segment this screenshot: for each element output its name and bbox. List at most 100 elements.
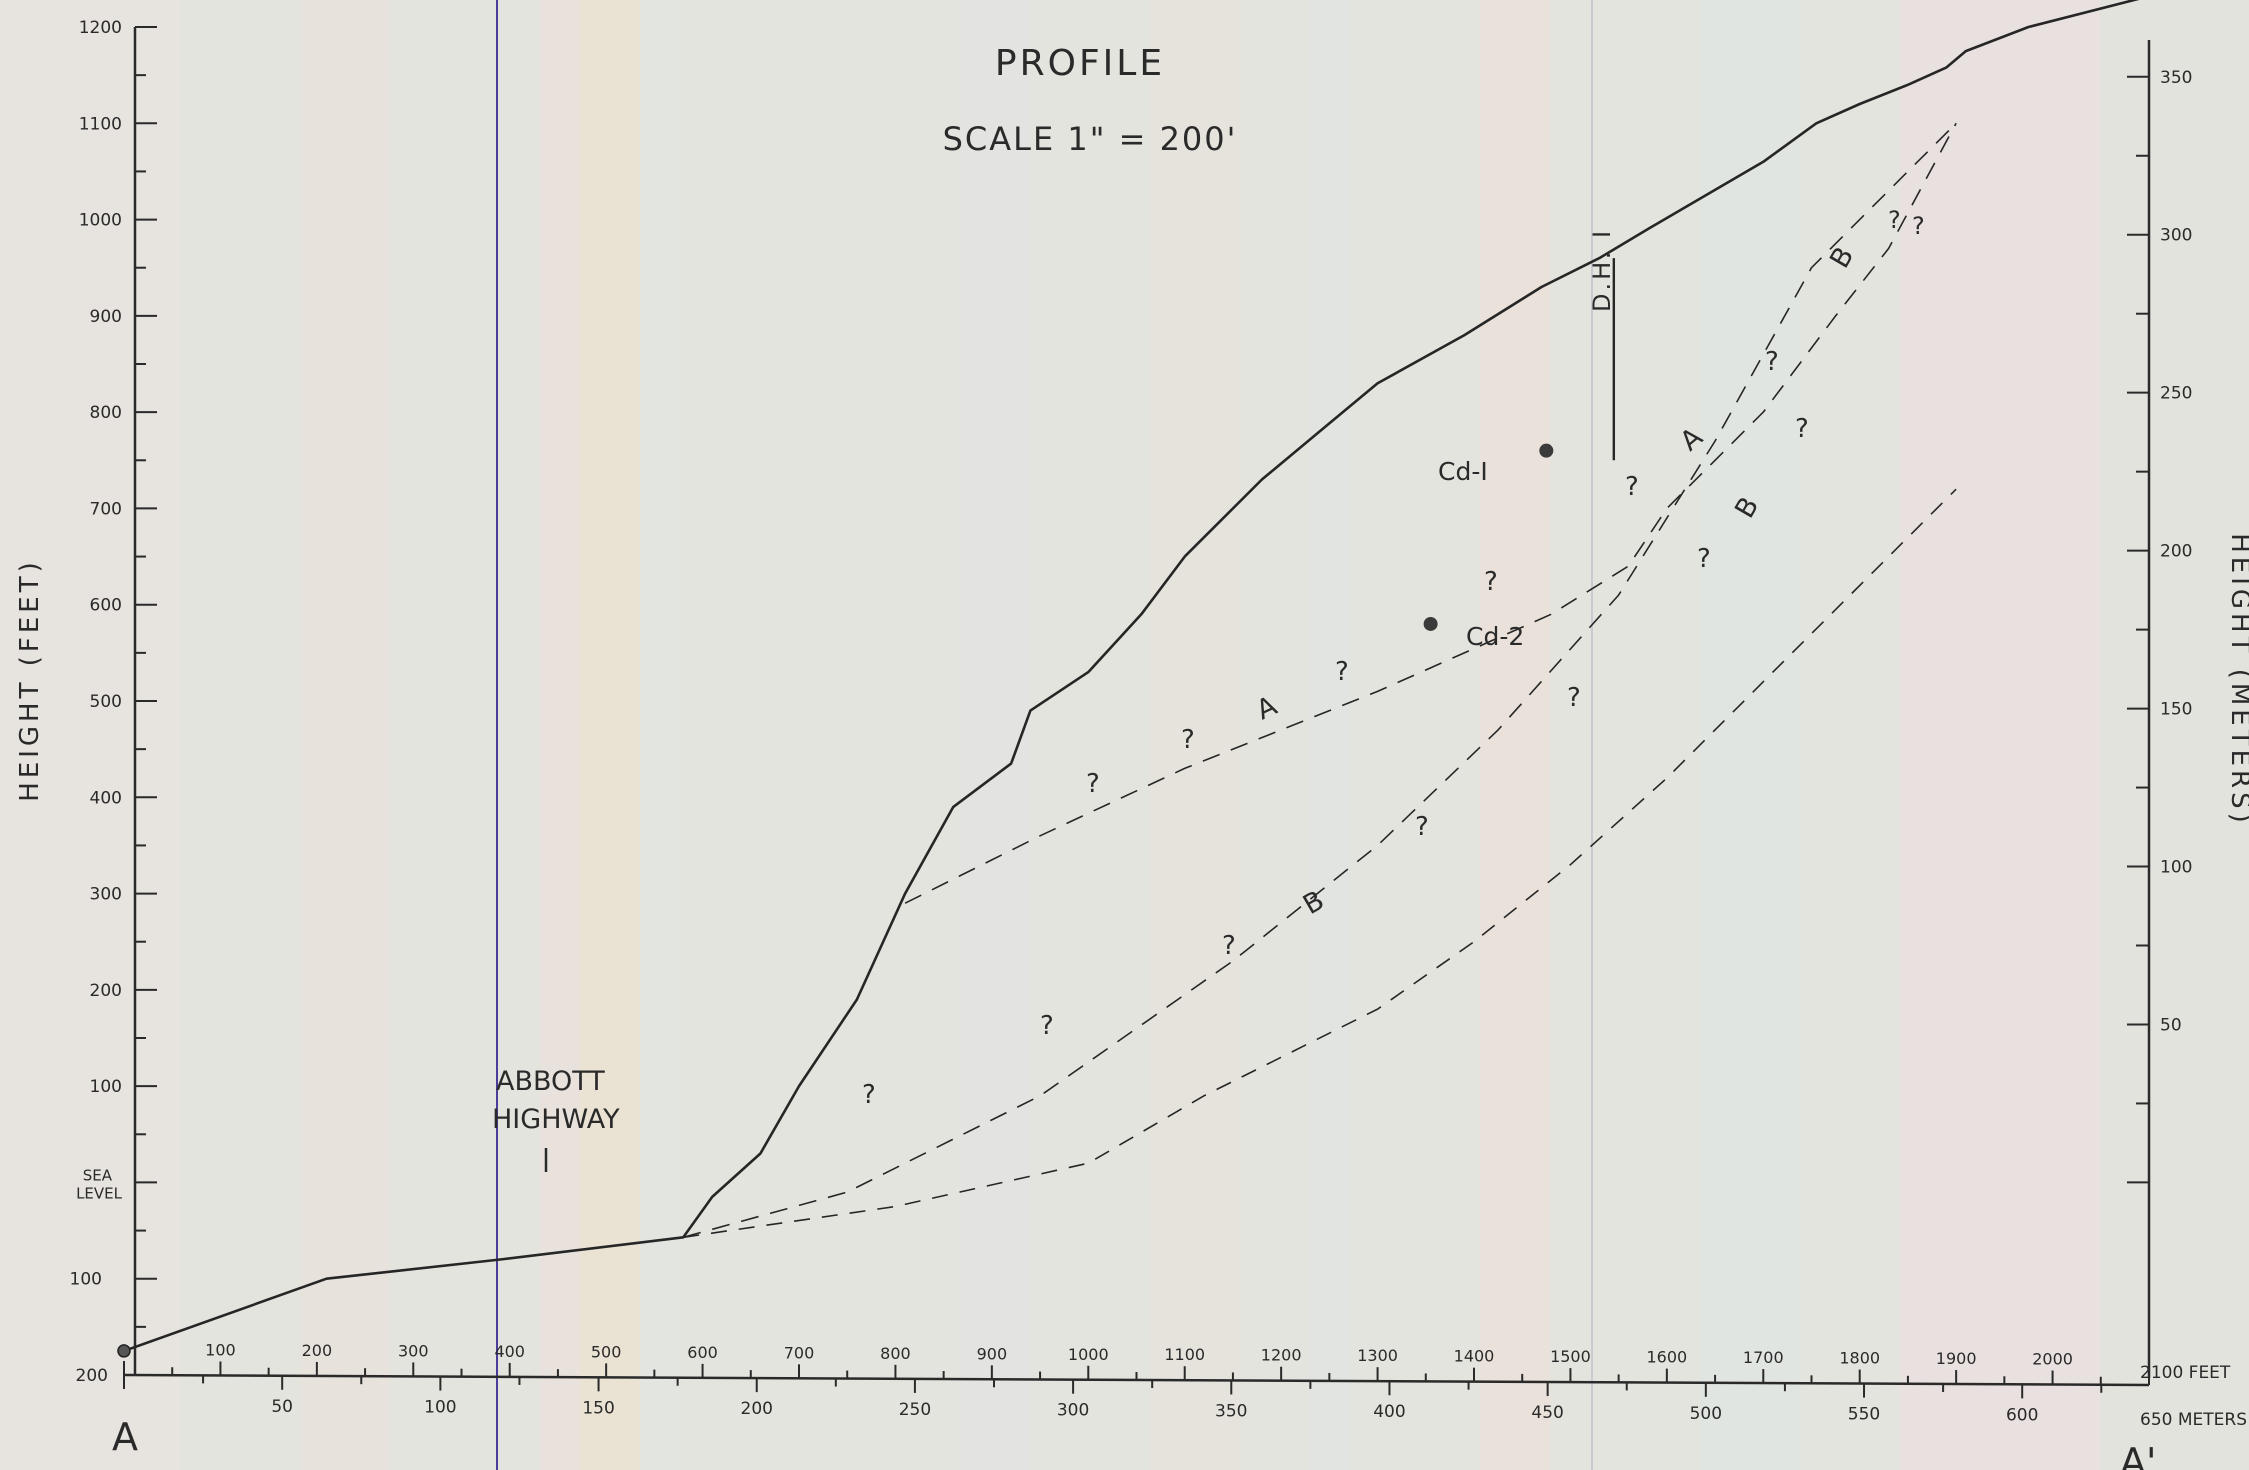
left-tick-label: 700 bbox=[90, 499, 122, 519]
left-axis: 1200 1100 1000 900 800 700 600 500 400 300 200 100 S… bbox=[15, 18, 157, 1386]
horizon-a-label-1: A bbox=[1252, 690, 1282, 726]
meter-tick-label: 300 bbox=[1057, 1401, 1089, 1421]
right-tick-label: 250 bbox=[2160, 384, 2192, 404]
left-tick-label: 1200 bbox=[79, 18, 122, 38]
left-tick-label: 200 bbox=[76, 1366, 108, 1386]
highway-label-line1: ABBOTT bbox=[496, 1066, 605, 1097]
sea-level-label: LEVEL bbox=[76, 1184, 123, 1202]
horizon-a-line bbox=[904, 122, 1957, 904]
meter-tick-label: 350 bbox=[1215, 1401, 1247, 1421]
meter-tick-label: 400 bbox=[1373, 1402, 1405, 1422]
ground-surface-line bbox=[123, 0, 2140, 1353]
feet-tick-label: 1100 bbox=[1164, 1345, 1205, 1364]
left-axis-labels: 1200 1100 1000 900 800 700 600 500 400 300 200 100 S… bbox=[70, 18, 123, 1386]
query-mark: ? bbox=[1086, 769, 1100, 799]
feet-tick-label: 400 bbox=[494, 1342, 525, 1361]
query-mark: ? bbox=[1625, 472, 1639, 502]
meter-tick-label: 450 bbox=[1531, 1403, 1563, 1423]
right-axis-labels: 40035030025020015010050 bbox=[2160, 68, 2192, 1036]
bottom-axis-ticks bbox=[123, 1361, 2150, 1399]
horizon-a-label-2: A bbox=[1675, 421, 1709, 457]
profile-start-point bbox=[117, 1344, 131, 1358]
right-tick-label: 150 bbox=[2160, 700, 2192, 720]
highway-label-line2: HIGHWAY bbox=[492, 1104, 620, 1135]
profile-lines bbox=[117, 0, 2140, 1358]
feet-tick-label: 1600 bbox=[1646, 1348, 1687, 1367]
right-tick-label: 50 bbox=[2160, 1015, 2182, 1035]
query-mark: ? bbox=[1040, 1011, 1054, 1041]
left-tick-label: 500 bbox=[90, 692, 122, 712]
left-tick-label: 1000 bbox=[79, 211, 122, 231]
feet-tick-label: 2000 bbox=[2032, 1350, 2073, 1369]
abbott-highway: ABBOTT HIGHWAY bbox=[492, 1066, 620, 1172]
scale-label: SCALE 1" = 200' bbox=[943, 120, 1238, 158]
horizon-b-label-2: B bbox=[1729, 492, 1765, 524]
right-axis-title: HEIGHT (METERS) bbox=[2225, 533, 2249, 827]
meter-tick-label: 500 bbox=[1690, 1404, 1722, 1424]
meters-end-label: 650 METERS bbox=[2140, 1410, 2247, 1430]
left-tick-label: 100 bbox=[70, 1270, 102, 1290]
left-tick-label: 400 bbox=[90, 788, 122, 808]
left-axis-title: HEIGHT (FEET) bbox=[15, 558, 45, 801]
feet-tick-label: 1400 bbox=[1454, 1347, 1495, 1366]
right-tick-label: 200 bbox=[2160, 542, 2192, 562]
feet-tick-label: 200 bbox=[302, 1341, 333, 1360]
feet-tick-label: 800 bbox=[880, 1344, 911, 1363]
sample-point-cd2 bbox=[1423, 616, 1438, 631]
feet-tick-label: 1800 bbox=[1839, 1349, 1880, 1368]
query-mark: ? bbox=[1181, 725, 1195, 755]
bottom-axis: 100 200 300 400 500 600 700 800 900 1000 1100 1200 1… bbox=[123, 1340, 2247, 1430]
profile-title: PROFILE bbox=[995, 43, 1165, 84]
meter-tick-label: 100 bbox=[424, 1398, 456, 1418]
feet-tick-label: 600 bbox=[687, 1343, 718, 1362]
meter-tick-label: 250 bbox=[899, 1400, 931, 1420]
query-mark: ? bbox=[1765, 347, 1779, 377]
left-tick-label: 600 bbox=[90, 596, 122, 616]
right-tick-label: 100 bbox=[2160, 858, 2192, 878]
meter-tick-label: 550 bbox=[1848, 1405, 1880, 1425]
feet-tick-label: 1700 bbox=[1743, 1348, 1784, 1367]
horizon-b-lower-line bbox=[683, 488, 1957, 1239]
meter-tick-label: 600 bbox=[2006, 1405, 2038, 1425]
meter-tick-label: 150 bbox=[582, 1398, 614, 1418]
sea-level-label: SEA bbox=[83, 1166, 113, 1184]
feet-tick-label: 1500 bbox=[1550, 1347, 1591, 1366]
drill-hole-label: D.H. I bbox=[1588, 228, 1616, 312]
sample-point-cdi bbox=[1539, 443, 1554, 458]
left-tick-label: 900 bbox=[90, 307, 122, 327]
left-tick-label: 200 bbox=[90, 981, 122, 1001]
endpoint-a-prime: A' bbox=[2120, 1440, 2156, 1470]
query-mark: ? bbox=[1795, 414, 1809, 444]
query-mark: ? bbox=[862, 1080, 876, 1110]
feet-tick-label: 1300 bbox=[1357, 1346, 1398, 1365]
feet-tick-label: 100 bbox=[205, 1340, 236, 1359]
endpoint-a: A bbox=[112, 1415, 138, 1459]
horizon-b-label-1: B bbox=[1298, 885, 1330, 921]
meter-tick-label: 200 bbox=[741, 1399, 773, 1419]
feet-tick-label: 1000 bbox=[1068, 1345, 1109, 1364]
right-tick-label: 300 bbox=[2160, 226, 2192, 246]
meter-tick-labels: 50 100 150 200 250 300 350 400 450 500 550 600 bbox=[271, 1397, 2038, 1426]
feet-tick-label: 700 bbox=[784, 1343, 815, 1362]
right-axis: 40035030025020015010050 HEIGHT (METERS) bbox=[2127, 40, 2249, 1378]
meter-tick-label: 50 bbox=[271, 1397, 293, 1417]
query-mark: ? bbox=[1567, 683, 1581, 713]
query-mark: ? bbox=[1484, 567, 1498, 597]
query-mark: ? bbox=[1888, 206, 1901, 234]
sample-cd2-label: Cd-2 bbox=[1466, 622, 1524, 651]
horizon-b-label-3: B bbox=[1824, 242, 1860, 274]
feet-end-label: 2100 FEET bbox=[2140, 1363, 2231, 1383]
query-mark: ? bbox=[1335, 657, 1349, 687]
left-axis-ticks bbox=[135, 26, 157, 1376]
left-tick-label: 300 bbox=[90, 885, 122, 905]
right-axis-ticks bbox=[2127, 75, 2149, 1184]
query-mark: ? bbox=[1222, 931, 1236, 961]
query-mark: ? bbox=[1415, 812, 1429, 842]
left-tick-label: 100 bbox=[90, 1077, 122, 1097]
query-mark: ? bbox=[1912, 212, 1925, 240]
sample-cd1-label: Cd-I bbox=[1438, 457, 1488, 486]
feet-tick-label: 1200 bbox=[1261, 1346, 1302, 1365]
